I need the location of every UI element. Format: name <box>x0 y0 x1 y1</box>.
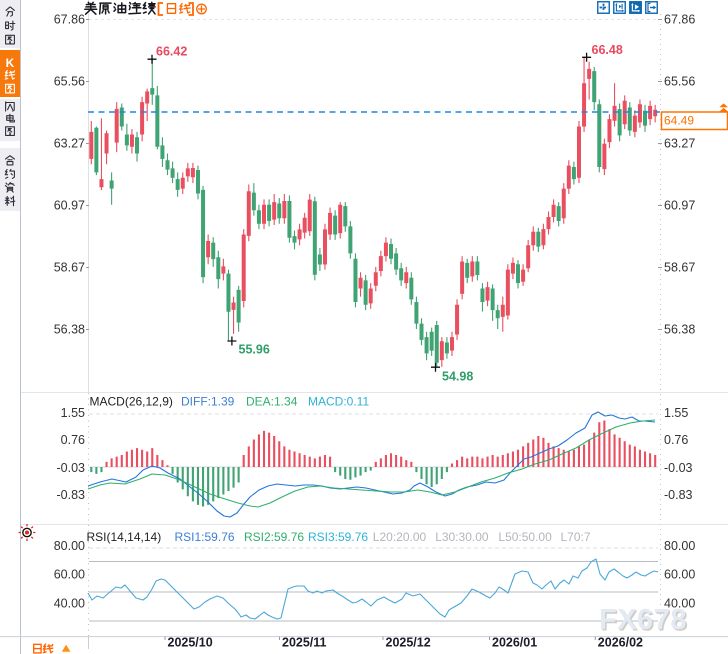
svg-text:60.97: 60.97 <box>664 199 695 213</box>
svg-text:FX678: FX678 <box>601 606 689 638</box>
svg-text:RSI(14,14,14): RSI(14,14,14) <box>87 530 162 544</box>
svg-text:58.67: 58.67 <box>54 261 85 275</box>
svg-text:MACD:0.11: MACD:0.11 <box>308 395 369 409</box>
svg-text:L70:7: L70:7 <box>561 530 591 544</box>
svg-text:54.98: 54.98 <box>442 370 473 384</box>
svg-text:MACD(26,12,9): MACD(26,12,9) <box>90 395 173 409</box>
svg-text:56.38: 56.38 <box>54 323 85 337</box>
svg-text:-0.03: -0.03 <box>664 461 693 475</box>
svg-text:FX678: FX678 <box>599 604 687 636</box>
svg-text:K: K <box>6 56 15 70</box>
svg-text:L20:20.00: L20:20.00 <box>373 530 427 544</box>
svg-text:64.49: 64.49 <box>664 114 694 128</box>
svg-text:60.00: 60.00 <box>54 568 85 582</box>
svg-text:2026/01: 2026/01 <box>492 636 537 650</box>
svg-text:DIFF:1.39: DIFF:1.39 <box>181 395 235 409</box>
svg-text:2025/10: 2025/10 <box>168 636 213 650</box>
svg-text:66.48: 66.48 <box>592 43 623 57</box>
svg-text:2025/12: 2025/12 <box>386 636 431 650</box>
svg-text:56.38: 56.38 <box>664 323 695 337</box>
svg-text:58.67: 58.67 <box>664 261 695 275</box>
svg-text:80.00: 80.00 <box>54 539 85 553</box>
svg-text:-0.83: -0.83 <box>57 488 86 502</box>
svg-text:DEA:1.34: DEA:1.34 <box>246 395 298 409</box>
svg-text:RSI3:59.76: RSI3:59.76 <box>308 530 368 544</box>
svg-text:-0.83: -0.83 <box>664 488 693 502</box>
svg-text:1.55: 1.55 <box>664 406 688 420</box>
svg-text:40.00: 40.00 <box>664 597 695 611</box>
svg-text:RSI1:59.76: RSI1:59.76 <box>175 530 235 544</box>
svg-text:1.55: 1.55 <box>61 406 85 420</box>
svg-text:0.76: 0.76 <box>61 433 85 447</box>
svg-text:-0.03: -0.03 <box>57 461 86 475</box>
svg-text:L50:50.00: L50:50.00 <box>498 530 552 544</box>
svg-text:RSI2:59.76: RSI2:59.76 <box>244 530 304 544</box>
svg-text:2026/02: 2026/02 <box>598 636 643 650</box>
svg-text:2025/11: 2025/11 <box>282 636 327 650</box>
svg-text:40.00: 40.00 <box>54 597 85 611</box>
svg-text:63.27: 63.27 <box>664 137 695 151</box>
svg-text:L30:30.00: L30:30.00 <box>435 530 489 544</box>
svg-text:80.00: 80.00 <box>664 539 695 553</box>
svg-text:65.56: 65.56 <box>54 75 85 89</box>
svg-text:60.00: 60.00 <box>664 568 695 582</box>
svg-text:55.96: 55.96 <box>239 343 270 357</box>
svg-text:65.56: 65.56 <box>664 75 695 89</box>
svg-text:67.86: 67.86 <box>54 13 85 27</box>
svg-text:67.86: 67.86 <box>664 13 695 27</box>
svg-text:60.97: 60.97 <box>54 199 85 213</box>
svg-text:0.76: 0.76 <box>664 433 688 447</box>
svg-text:63.27: 63.27 <box>54 137 85 151</box>
svg-text:66.42: 66.42 <box>156 45 187 59</box>
